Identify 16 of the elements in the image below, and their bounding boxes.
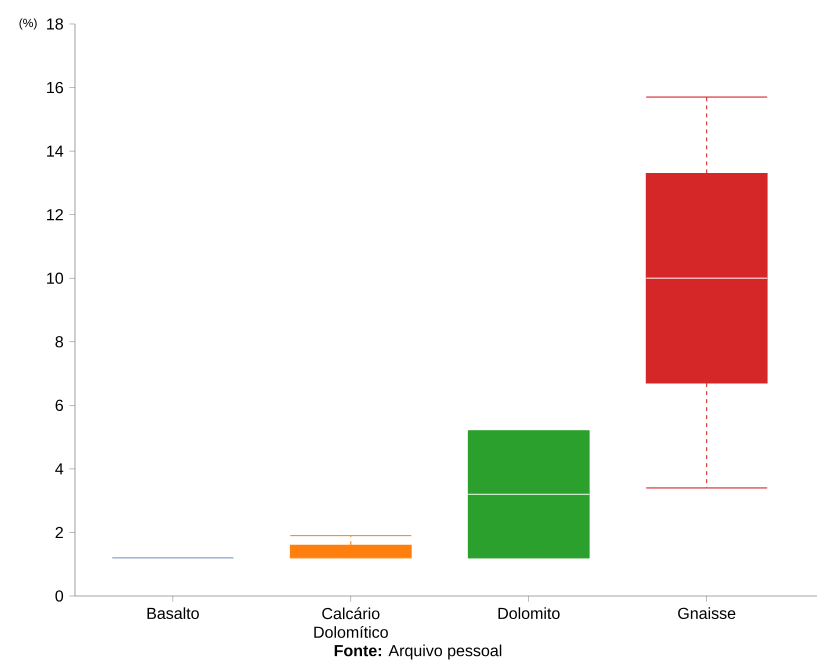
y-tick-label: 14 (47, 146, 64, 157)
x-tick-label: Calcário Dolomítico (314, 607, 388, 638)
x-tick-label: Dolomito (498, 607, 560, 620)
x-tick-label: Gnaisse (678, 607, 736, 620)
y-axis-title: (%) (19, 18, 37, 30)
x-tick-label: Basalto (148, 607, 199, 620)
y-tick-label: 18 (47, 18, 64, 30)
y-tick-label: 12 (47, 209, 63, 220)
y-tick-label: 16 (47, 82, 64, 94)
y-tick-label: 2 (56, 526, 63, 538)
y-tick-label: 0 (55, 590, 64, 602)
y-tick-label: 8 (56, 336, 64, 348)
y-tick-label: 4 (55, 463, 64, 474)
text: Fonte: Arquivo pessoal (334, 644, 502, 660)
y-tick-label: 10 (47, 272, 64, 284)
y-tick-label: 6 (56, 400, 64, 411)
